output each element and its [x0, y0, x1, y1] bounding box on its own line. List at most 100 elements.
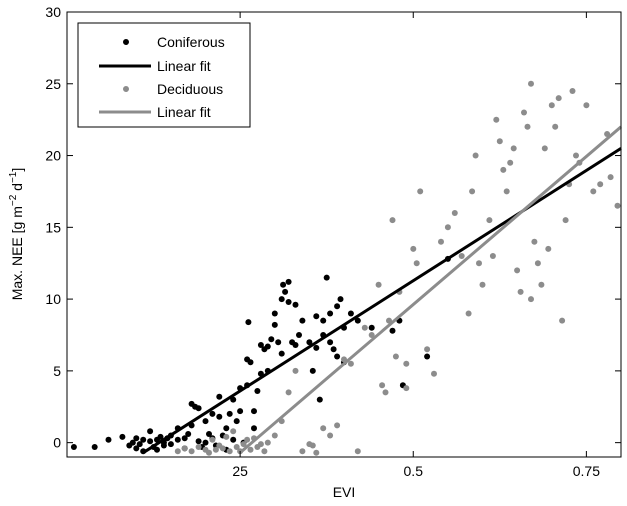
series-0-point-43: [223, 425, 230, 432]
series-0-point-62: [264, 343, 271, 350]
series-1-point-59: [472, 152, 479, 159]
series-0-point-31: [195, 438, 202, 445]
series-0-point-70: [282, 288, 289, 295]
series-0-point-88: [330, 346, 337, 353]
series-0-point-95: [354, 317, 361, 324]
legend-label-deciduous: Deciduous: [157, 81, 223, 97]
series-0-point-11: [147, 438, 154, 445]
legend-box: [77, 22, 251, 128]
series-1-point-50: [417, 188, 424, 195]
series-1-point-0: [174, 448, 181, 455]
series-1-point-33: [334, 422, 341, 429]
series-0-point-40: [216, 393, 223, 400]
legend-marker-coniferous: [123, 39, 129, 45]
series-1-point-37: [361, 324, 368, 331]
plot-frame: [66, 11, 622, 458]
series-0-point-47: [233, 418, 240, 425]
series-1-point-74: [528, 80, 534, 87]
series-1-point-15: [240, 441, 247, 448]
series-0-point-90: [334, 353, 341, 360]
series-1-point-55: [451, 210, 458, 216]
series-layer: [70, 80, 622, 456]
legend-label-coniferous-fit: Linear fit: [157, 58, 211, 74]
series-1-point-71: [517, 288, 524, 295]
series-0-point-63: [268, 336, 275, 343]
series-1-point-40: [379, 382, 386, 389]
series-0-point-72: [285, 278, 292, 285]
y-tick-label-2: 10: [45, 291, 61, 307]
series-0-point-69: [280, 281, 287, 288]
y-tick-label-4: 20: [45, 148, 61, 164]
series-1-point-3: [195, 444, 202, 450]
series-1-point-12: [230, 428, 237, 435]
series-1-point-63: [489, 253, 496, 259]
series-1-point-16: [244, 436, 251, 443]
series-0-point-82: [316, 396, 323, 403]
series-1-point-30: [313, 449, 320, 456]
series-1-point-84: [559, 317, 566, 324]
series-1-point-22: [264, 439, 271, 446]
series-1-point-32: [327, 432, 334, 439]
series-0-point-57: [254, 388, 261, 394]
series-0-point-80: [313, 313, 320, 320]
series-1-point-44: [392, 353, 399, 360]
series-1-point-95: [614, 202, 621, 209]
series-1-point-49: [413, 260, 420, 267]
series-1-point-60: [476, 260, 482, 267]
series-1-point-81: [548, 102, 555, 109]
series-0-point-54: [247, 359, 254, 366]
series-0-point-18: [160, 442, 167, 449]
series-0-point-3: [119, 433, 126, 440]
legend-label-coniferous: Coniferous: [157, 34, 225, 50]
series-1-point-94: [607, 174, 614, 181]
series-1-point-51: [424, 346, 431, 353]
series-1-point-35: [347, 360, 354, 367]
series-1-point-46: [403, 385, 410, 392]
series-1-point-48: [410, 245, 417, 252]
series-1-point-68: [507, 159, 514, 166]
series-0-point-85: [323, 274, 330, 281]
series-0-point-15: [154, 446, 160, 453]
y-tick-label-0: 0: [53, 435, 61, 451]
series-1-point-47: [403, 360, 410, 367]
y-axis-label-main: Max. NEE [g m: [9, 206, 25, 300]
series-0-point-86: [327, 310, 334, 317]
series-1-point-54: [444, 224, 451, 231]
series-0-point-8: [136, 441, 143, 448]
y-tick-label-6: 30: [45, 4, 61, 20]
y-axis-label-mid: d: [9, 183, 25, 195]
series-0-point-96: [368, 324, 375, 331]
series-2-fit-line: [142, 147, 622, 454]
series-0-point-94: [347, 310, 354, 317]
series-1-point-13: [233, 444, 240, 450]
series-0-point-24: [181, 435, 188, 442]
series-0-point-100: [424, 353, 431, 360]
legend-marker-deciduous: [123, 86, 129, 92]
series-1-point-90: [583, 102, 590, 109]
series-1-point-20: [257, 441, 264, 448]
series-1-point-75: [528, 296, 534, 303]
series-0-point-64: [271, 310, 278, 317]
series-1-point-23: [271, 432, 278, 439]
series-0-point-89: [334, 303, 341, 310]
series-0-point-97: [389, 327, 396, 334]
series-1-point-72: [521, 109, 527, 116]
series-1-point-79: [541, 145, 548, 152]
y-axis-label-exp2: −1: [8, 171, 19, 183]
series-1-point-38: [368, 332, 375, 338]
series-1-point-26: [292, 367, 299, 374]
series-1-point-29: [309, 442, 316, 449]
series-1-point-11: [226, 448, 233, 455]
series-0-point-91: [337, 296, 344, 303]
series-1-point-82: [552, 123, 559, 130]
series-0-point-55: [251, 408, 257, 415]
series-1-point-66: [500, 166, 507, 173]
series-0-point-39: [216, 413, 223, 420]
series-1-point-7: [212, 446, 219, 453]
series-1-point-27: [299, 448, 306, 455]
series-0-point-53: [245, 319, 252, 326]
series-0-point-87: [327, 339, 334, 346]
series-0-point-68: [278, 350, 285, 357]
series-1-point-76: [531, 238, 538, 245]
series-0-point-81: [313, 344, 320, 351]
